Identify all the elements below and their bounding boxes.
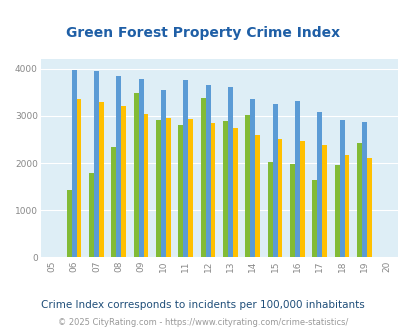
Bar	[245, 115, 249, 257]
Bar	[66, 189, 71, 257]
Bar	[289, 164, 294, 257]
Bar	[116, 76, 121, 257]
Bar	[361, 122, 366, 257]
Bar	[160, 89, 166, 257]
Bar	[166, 118, 171, 257]
Bar	[366, 158, 371, 257]
Bar	[205, 85, 210, 257]
Bar	[133, 93, 138, 257]
Bar	[111, 147, 116, 257]
Bar	[311, 180, 316, 257]
Bar	[210, 122, 215, 257]
Bar	[334, 165, 339, 257]
Text: © 2025 CityRating.com - https://www.cityrating.com/crime-statistics/: © 2025 CityRating.com - https://www.city…	[58, 318, 347, 327]
Bar	[339, 120, 344, 257]
Bar	[71, 70, 77, 257]
Bar	[143, 114, 148, 257]
Bar	[94, 71, 99, 257]
Bar	[249, 99, 255, 257]
Bar	[227, 87, 232, 257]
Bar	[178, 125, 183, 257]
Bar	[121, 106, 126, 257]
Bar	[356, 143, 361, 257]
Bar	[183, 80, 188, 257]
Bar	[277, 139, 282, 257]
Bar	[200, 98, 205, 257]
Bar	[138, 79, 143, 257]
Bar	[188, 119, 193, 257]
Text: Green Forest Property Crime Index: Green Forest Property Crime Index	[66, 26, 339, 40]
Bar	[156, 120, 160, 257]
Bar	[267, 162, 272, 257]
Bar	[344, 155, 349, 257]
Bar	[232, 128, 237, 257]
Bar	[77, 99, 81, 257]
Bar	[89, 173, 94, 257]
Bar	[99, 102, 104, 257]
Bar	[272, 104, 277, 257]
Text: Crime Index corresponds to incidents per 100,000 inhabitants: Crime Index corresponds to incidents per…	[41, 300, 364, 310]
Bar	[322, 145, 326, 257]
Bar	[294, 101, 299, 257]
Bar	[255, 135, 260, 257]
Bar	[299, 142, 304, 257]
Bar	[222, 121, 227, 257]
Bar	[316, 112, 322, 257]
